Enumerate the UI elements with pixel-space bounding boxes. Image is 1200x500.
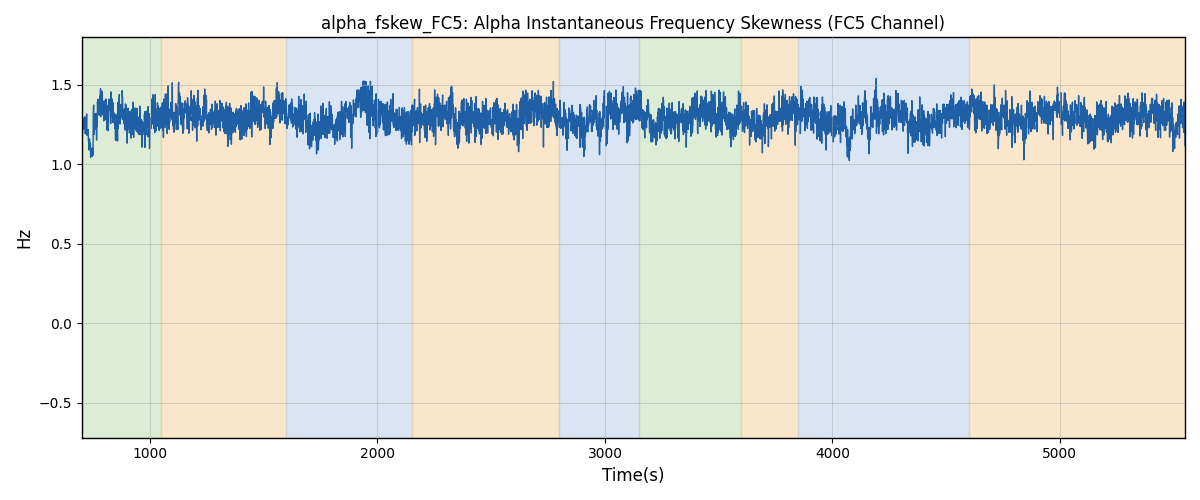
Bar	[8, 38, 82, 438]
Bar	[742, 38, 798, 438]
Title: alpha_fskew_FC5: Alpha Instantaneous Frequency Skewness (FC5 Channel): alpha_fskew_FC5: Alpha Instantaneous Fre…	[322, 15, 946, 34]
Bar	[559, 38, 640, 438]
Y-axis label: Hz: Hz	[14, 227, 34, 248]
X-axis label: Time(s): Time(s)	[602, 467, 665, 485]
Bar	[287, 38, 412, 438]
Bar	[8, 38, 161, 438]
Bar	[161, 38, 287, 438]
Bar	[798, 38, 968, 438]
Bar	[968, 38, 1186, 438]
Bar	[412, 38, 559, 438]
Bar	[640, 38, 742, 438]
